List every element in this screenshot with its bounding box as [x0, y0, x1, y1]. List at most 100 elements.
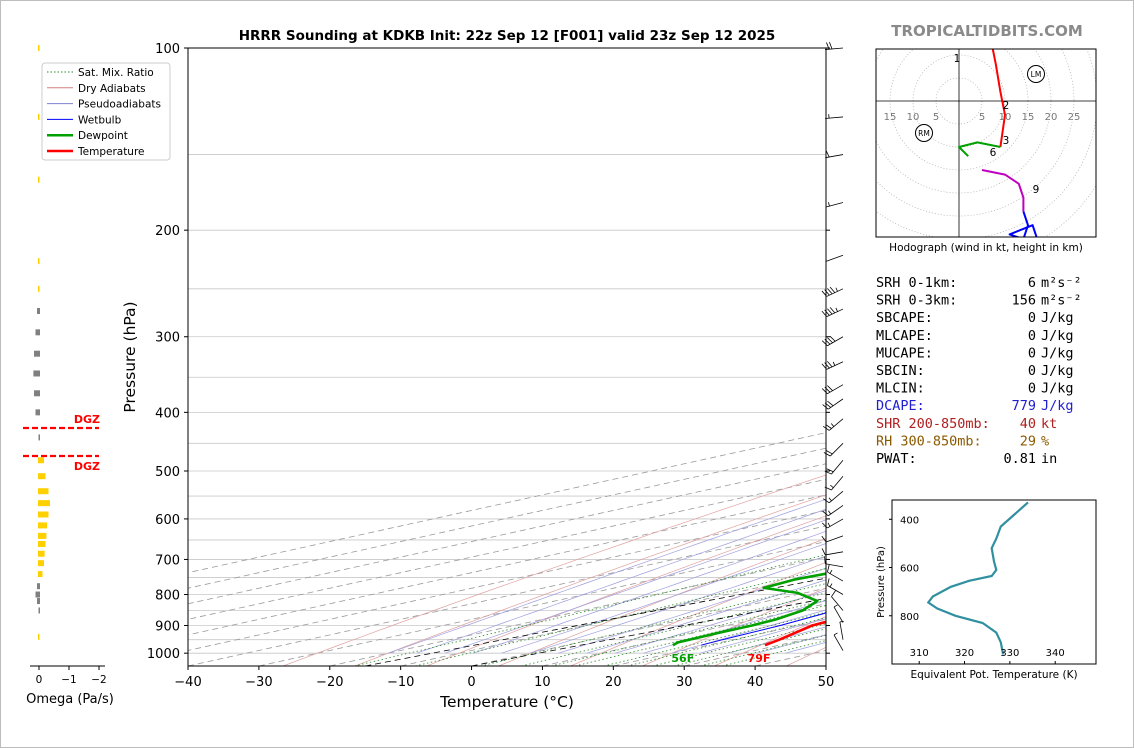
omega-bar: [38, 511, 49, 518]
wind-barb-flag: [824, 556, 826, 564]
wind-barb-flag: [821, 290, 827, 297]
wind-barbs: [821, 42, 844, 651]
wind-barb-flag: [827, 578, 830, 586]
wind-barb: [825, 114, 844, 119]
wind-barb-half: [830, 484, 834, 489]
wind-barb-flag: [827, 361, 833, 368]
wind-barb-half: [830, 423, 835, 427]
wind-barb-staff: [827, 518, 844, 529]
isotherm: [400, 572, 826, 666]
omega-bar: [38, 176, 40, 183]
wind-barb-staff: [839, 621, 844, 640]
theta-e-x-tick-label: 320: [955, 648, 974, 659]
pseudoadiabat: [529, 555, 826, 654]
omega-bar: [38, 488, 49, 495]
reference-isotherm: [365, 577, 826, 666]
wind-barb: [839, 620, 844, 640]
wind-barb-flag: [825, 424, 832, 429]
y-tick-label: 100: [155, 42, 180, 57]
hodo-height-marker: 1: [954, 53, 961, 65]
wind-barb: [824, 475, 844, 491]
hodo-ring-label: 25: [1068, 112, 1081, 123]
index-value: 40: [1020, 416, 1036, 432]
index-value: 0: [1028, 310, 1036, 326]
wind-barb-half: [833, 604, 838, 608]
isotherm: [188, 525, 826, 666]
wind-barb-flag: [829, 335, 836, 342]
omega-bar: [34, 350, 40, 357]
omega-bar: [38, 473, 46, 480]
omega-bar: [37, 307, 40, 314]
wind-barb: [821, 335, 844, 347]
wind-barb-flag: [826, 42, 830, 50]
omega-bar: [35, 329, 40, 336]
x-tick-label: −10: [387, 675, 414, 690]
dry-adiabat: [354, 494, 826, 666]
index-unit: J/kg: [1041, 398, 1074, 414]
pseudoadiabat: [671, 609, 826, 654]
mixing-ratio-line: [354, 554, 826, 666]
index-label: MUCAPE:: [876, 345, 933, 361]
y-tick-label: 900: [155, 619, 180, 634]
wind-barb-staff: [825, 202, 844, 208]
hodo-ring-label: 5: [979, 112, 985, 123]
hodo-segment: [981, 169, 1025, 212]
wind-barb: [822, 398, 844, 410]
index-label: SBCIN:: [876, 363, 925, 379]
wind-barb: [825, 150, 844, 159]
y-tick-label: 500: [155, 465, 180, 480]
hodo-storm-motion-label: RM: [918, 129, 930, 138]
y-axis-label: Pressure (hPa): [121, 301, 139, 412]
dry-adiabat: [570, 562, 826, 666]
legend-label: Pseudoadiabats: [78, 99, 161, 111]
x-tick-label: −20: [316, 675, 343, 690]
index-unit: %: [1041, 433, 1049, 449]
theta-e-frame: [891, 499, 1097, 665]
pseudoadiabat: [756, 634, 826, 654]
wind-barb: [821, 518, 844, 529]
omega-bar: [37, 598, 40, 605]
pseudoadiabat: [558, 567, 826, 654]
wind-barb-flag: [823, 452, 831, 457]
wind-barb-half: [829, 569, 833, 574]
wind-barb-flag: [822, 426, 830, 431]
omega-bar: [38, 607, 40, 614]
hodo-frame: [875, 48, 1097, 238]
omega-bar: [38, 633, 40, 640]
wind-barb-flag: [829, 286, 836, 293]
legend-label: Sat. Mix. Ratio: [78, 67, 154, 79]
theta-e-x-tick-label: 330: [1000, 648, 1019, 659]
x-tick-label: 50: [818, 675, 835, 690]
indices-panel: SRH 0-1km: 6 m²s⁻² SRH 0-3km: 156 m²s⁻² SBCAPE…: [876, 275, 1082, 467]
hodo-ring-label: 20: [1045, 112, 1058, 123]
wind-barb-flag: [824, 289, 830, 296]
index-value: 0: [1028, 345, 1036, 361]
wind-barb-flag: [827, 564, 830, 573]
wind-barb-half: [827, 522, 831, 527]
watermark: TROPICALTIDBITS.COM: [891, 22, 1083, 40]
hodo-height-marker: 3: [1003, 135, 1010, 147]
wind-barb-staff: [828, 505, 844, 517]
wind-barb-flag: [824, 338, 831, 345]
isotherm: [188, 494, 826, 636]
omega-bar: [38, 571, 43, 578]
hodo-segment: [1008, 211, 1038, 237]
wind-barb-flag: [822, 498, 830, 504]
y-tick-label: 600: [155, 513, 180, 528]
hodo-body: [876, 49, 1096, 237]
pseudoadiabat: [444, 519, 826, 654]
omega-panel: 0 −1 −2 Omega (Pa/s) DGZ DGZ: [23, 45, 114, 707]
dry-adiabat: [498, 538, 826, 666]
wind-barb-staff: [825, 254, 844, 262]
index-value: 6: [1028, 275, 1036, 291]
wind-barb: [827, 564, 844, 582]
index-label: SBCAPE:: [876, 310, 933, 326]
omega-bar: [38, 550, 45, 557]
index-unit: m²s⁻²: [1041, 275, 1082, 291]
wind-barb-staff: [825, 116, 844, 119]
omega-bar: [34, 390, 40, 397]
theta-e-profile: [926, 501, 1029, 655]
wind-barb-flag: [831, 590, 836, 597]
x-tick-label: 40: [747, 675, 764, 690]
x-tick-label: 30: [676, 675, 693, 690]
